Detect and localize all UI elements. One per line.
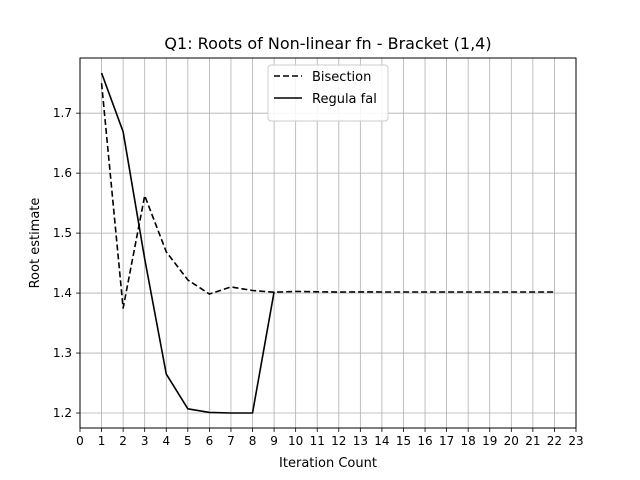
series-line-bisection [100, 83, 555, 309]
plot-frame [79, 57, 577, 429]
x-tick-label: 9 [270, 434, 278, 448]
y-tick-label: 1.7 [53, 106, 72, 120]
x-tick-label: 12 [331, 434, 346, 448]
x-tick-label: 0 [76, 434, 84, 448]
series-layer [100, 72, 555, 414]
x-tick-label: 19 [482, 434, 497, 448]
x-tick-label: 5 [184, 434, 192, 448]
legend-box [267, 64, 389, 122]
x-tick-label: 8 [249, 434, 257, 448]
x-axis-label: Iteration Count [279, 456, 377, 471]
y-tick-label: 1.5 [53, 226, 72, 240]
x-tick-label: 13 [353, 434, 368, 448]
x-tick-label: 11 [310, 434, 325, 448]
chart-title: Q1: Roots of Non-linear fn - Bracket (1,… [164, 34, 491, 53]
legend-label: Regula fal [312, 92, 377, 107]
x-tick-label: 2 [119, 434, 127, 448]
y-tick-label: 1.6 [53, 166, 72, 180]
x-tick-label: 17 [439, 434, 454, 448]
x-tick-label: 16 [417, 434, 432, 448]
x-tick-label: 1 [98, 434, 106, 448]
y-tick-label: 1.2 [53, 406, 72, 420]
x-tick-label: 14 [374, 434, 389, 448]
legend-label: Bisection [312, 70, 371, 85]
x-tick-label: 18 [461, 434, 476, 448]
x-tick-label: 3 [141, 434, 149, 448]
y-tick-label: 1.4 [53, 286, 72, 300]
x-tick-label: 21 [525, 434, 540, 448]
series-line-regula-fal [100, 72, 275, 414]
x-tick-label: 23 [568, 434, 583, 448]
y-tick-label: 1.3 [53, 346, 72, 360]
x-tick-label: 20 [504, 434, 519, 448]
y-axis-ticks: 1.2 1.3 1.4 1.5 1.6 1.7 [53, 106, 80, 420]
x-tick-label: 6 [206, 434, 214, 448]
x-tick-label: 7 [227, 434, 235, 448]
x-tick-label: 10 [288, 434, 303, 448]
x-tick-label: 15 [396, 434, 411, 448]
legend: Bisection Regula fal [267, 64, 389, 122]
x-tick-label: 4 [162, 434, 170, 448]
grid-lines [79, 58, 577, 428]
x-tick-label: 22 [547, 434, 562, 448]
x-axis-ticks: 0 1 2 3 4 5 6 7 8 9 10 11 12 13 14 15 16 17 18 19 20 21 22 23 [76, 428, 584, 448]
y-axis-label: Root estimate [28, 198, 43, 289]
